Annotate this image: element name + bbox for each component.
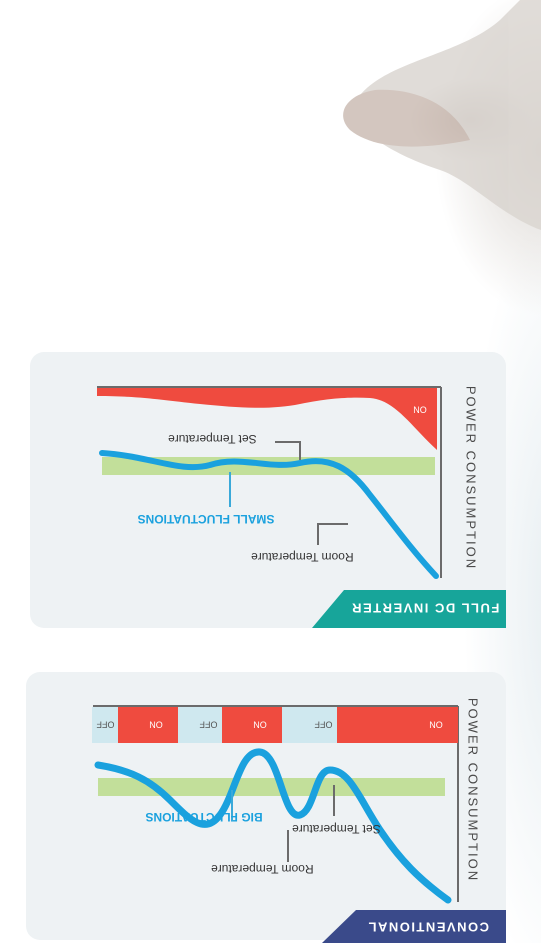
conventional-set-temp-label: Set Temperature — [292, 822, 381, 836]
inverter-fluctuation-label: SMALL FLUCTUATIONS — [138, 512, 275, 526]
conventional-power-segment-2 — [282, 707, 337, 743]
inverter-set-temp-label: Set Temperature — [168, 432, 257, 446]
conventional-power-segment-label-2: OFF — [314, 719, 332, 729]
conventional-power-segment-3 — [222, 707, 282, 743]
conventional-title-tag — [322, 910, 506, 943]
inverter-room-temp-label: Room Temperature — [251, 550, 354, 564]
conventional-power-segment-1 — [337, 707, 458, 743]
conventional-room-temp-label: Room Temperature — [211, 862, 314, 876]
conventional-power-segment-label-4: OFF — [199, 719, 217, 729]
conventional-power-segment-label-3: ON — [253, 719, 267, 729]
inverter-title-tag — [312, 590, 506, 628]
conventional-panel: CONVENTIONAL POWER CONSUMPTION ON OFF ON OF… — [26, 672, 506, 943]
hand-towel-image — [343, 0, 541, 230]
conventional-power-bar: ON OFF ON OFF ON OFF — [92, 707, 458, 743]
conventional-power-segment-6 — [92, 707, 118, 743]
inverter-panel-background — [30, 352, 506, 628]
conventional-power-segment-label-5: ON — [149, 719, 163, 729]
inverter-set-temp-leader — [275, 441, 301, 460]
conventional-room-temp-curve — [94, 748, 452, 904]
conventional-power-segment-label-1: ON — [429, 719, 443, 729]
inverter-title: FULL DC INVERTER — [351, 600, 500, 615]
inverter-power-label: ON — [413, 404, 427, 414]
conventional-title: CONVENTIONAL — [367, 919, 489, 934]
conventional-axis-label: POWER CONSUMPTION — [466, 698, 481, 882]
inverter-room-temp-curve — [99, 450, 439, 579]
conventional-power-segment-5 — [118, 707, 178, 743]
inverter-power-area — [97, 388, 437, 450]
inverter-axis-label: POWER CONSUMPTION — [464, 386, 479, 570]
inverter-room-temp-leader — [317, 523, 348, 545]
inverter-panel: FULL DC INVERTER POWER CONSUMPTION ON Se… — [30, 352, 506, 628]
conventional-power-segment-4 — [178, 707, 222, 743]
conventional-fluctuation-label: BIG FLUCTUATIONS — [145, 810, 262, 824]
conventional-power-segment-label-6: OFF — [96, 719, 114, 729]
